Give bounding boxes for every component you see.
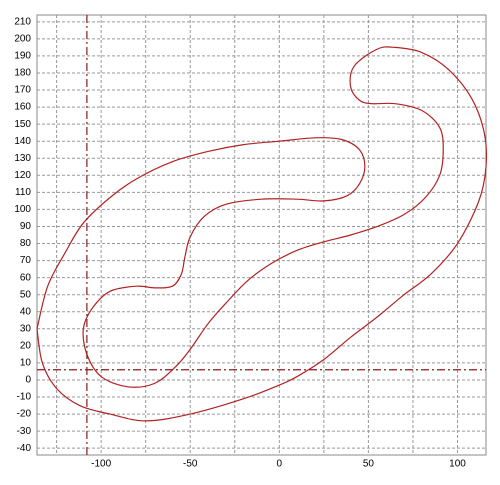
y-tick-label: -30	[17, 426, 32, 437]
y-tick-label: -20	[17, 409, 32, 420]
y-tick-label: 200	[14, 34, 31, 45]
y-tick-label: 80	[20, 238, 32, 249]
x-tick-label: 50	[363, 459, 375, 470]
y-tick-label: 130	[14, 153, 31, 164]
y-tick-label: 120	[14, 170, 31, 181]
plot-frame	[36, 14, 487, 456]
y-tick-label: -10	[17, 392, 32, 403]
y-tick-label: -40	[17, 443, 32, 454]
y-tick-label: 210	[14, 16, 31, 27]
x-tick-label: 100	[449, 459, 466, 470]
y-tick-label: 190	[14, 51, 31, 62]
y-tick-label: 160	[14, 102, 31, 113]
y-tick-label: 140	[14, 136, 31, 147]
y-tick-label: 10	[20, 358, 32, 369]
x-tick-label: -100	[91, 459, 111, 470]
y-tick-label: 40	[20, 306, 32, 317]
y-tick-label: 170	[14, 85, 31, 96]
y-tick-label: 0	[25, 375, 31, 386]
y-tick-label: 20	[20, 340, 32, 351]
y-tick-label: 180	[14, 68, 31, 79]
y-tick-label: 150	[14, 119, 31, 130]
curve	[36, 46, 488, 422]
x-tick-label: 0	[277, 459, 283, 470]
y-tick-label: 100	[14, 204, 31, 215]
y-tick-label: 50	[20, 289, 32, 300]
y-tick-label: 30	[20, 323, 32, 334]
y-tick-label: 110	[15, 187, 31, 198]
x-tick-label: -50	[183, 459, 198, 470]
y-tick-label: 60	[20, 272, 32, 283]
y-tick-label: 90	[20, 221, 32, 232]
y-tick-label: 70	[20, 255, 32, 266]
